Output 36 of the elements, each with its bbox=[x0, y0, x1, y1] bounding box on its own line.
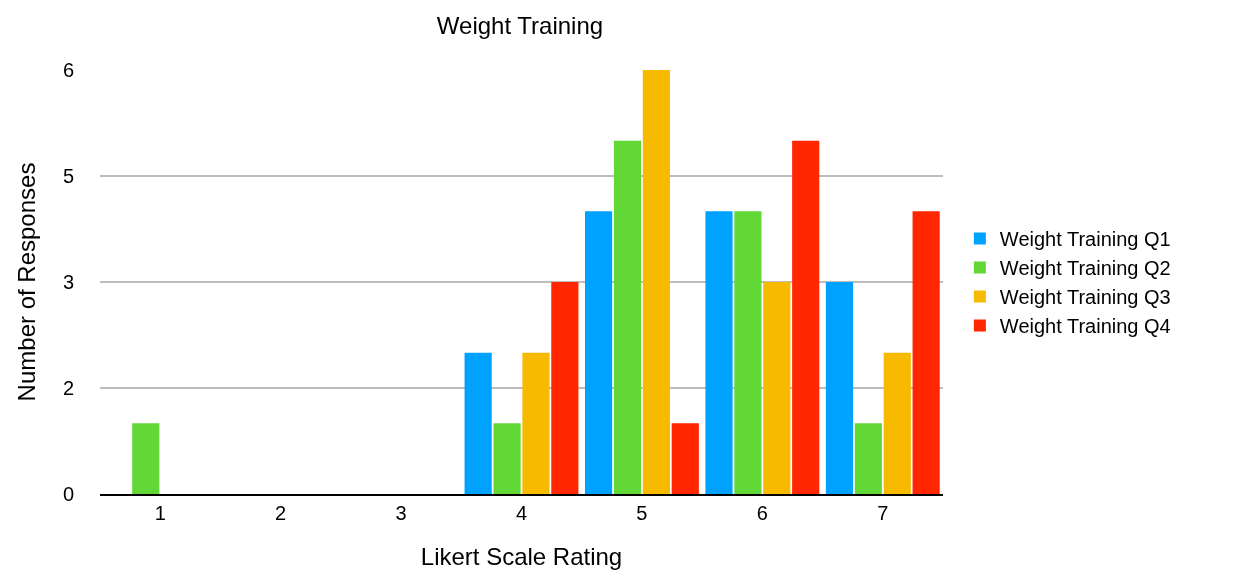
y-axis-title: Number of Responses bbox=[12, 162, 40, 402]
y-tick-label: 6 bbox=[62, 59, 74, 81]
x-tick-label: 4 bbox=[515, 502, 528, 524]
x-tick-label: 6 bbox=[756, 502, 768, 524]
bar bbox=[792, 140, 820, 494]
legend-label: Weight Training Q3 bbox=[999, 286, 1171, 309]
bar bbox=[854, 423, 882, 494]
bar bbox=[642, 70, 670, 494]
bar bbox=[584, 211, 613, 494]
bar bbox=[551, 282, 579, 494]
y-tick-label: 2 bbox=[62, 377, 74, 399]
bar bbox=[763, 282, 791, 494]
bar bbox=[912, 211, 940, 494]
chart-title: Weight Training bbox=[436, 12, 604, 40]
y-tick-label: 3 bbox=[62, 271, 74, 293]
bar bbox=[705, 211, 733, 494]
x-tick-label: 2 bbox=[275, 502, 287, 524]
bar bbox=[464, 352, 492, 494]
bar bbox=[825, 282, 854, 494]
x-tick-label: 5 bbox=[636, 502, 648, 524]
bar bbox=[613, 140, 642, 494]
bar bbox=[132, 423, 160, 494]
bar bbox=[671, 423, 699, 494]
y-tick-label: 0 bbox=[62, 483, 74, 505]
bar bbox=[522, 352, 550, 494]
y-tick-label: 5 bbox=[62, 165, 74, 187]
x-tick-label: 1 bbox=[154, 502, 166, 524]
x-tick-label: 7 bbox=[877, 502, 889, 524]
bar bbox=[493, 423, 521, 494]
bar bbox=[883, 352, 911, 494]
legend-label: Weight Training Q4 bbox=[999, 315, 1171, 338]
legend-label: Weight Training Q1 bbox=[999, 228, 1171, 251]
legend-label: Weight Training Q2 bbox=[999, 257, 1171, 280]
bar bbox=[734, 211, 762, 494]
x-axis-title: Likert Scale Rating bbox=[420, 542, 623, 570]
x-tick-label: 3 bbox=[395, 502, 407, 524]
